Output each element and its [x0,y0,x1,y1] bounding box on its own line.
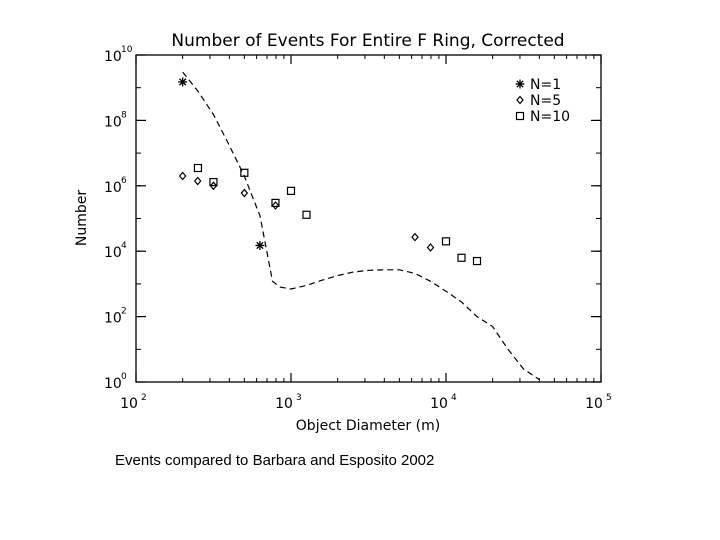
data-point-asterisk [255,240,265,250]
asterisk-stroke [256,241,264,250]
x-tick-labels: 10 2 10 3 10 4 10 5 [120,393,612,412]
legend-marker-asterisk [515,79,525,89]
y-tick-exponent: 2 [121,307,127,317]
x-tick-label: 10 [585,396,603,412]
chart-title: Number of Events For Entire F Ring, Corr… [171,31,564,51]
x-tick-exponent: 5 [606,393,612,403]
y-tick-exponent: 6 [121,176,127,186]
y-tick-label: 10 [104,311,122,327]
data-point-diamond [193,176,202,186]
y-tick-label: 10 [104,180,122,196]
slide-caption: Events compared to Barbara and Esposito … [115,452,435,469]
data-point-asterisk [178,77,188,87]
y-tick-exponent: 0 [121,372,127,382]
y-tick-label: 10 [104,245,122,261]
y-tick-label: 10 [104,376,122,392]
y-tick-exponent: 4 [121,241,127,251]
data-point-diamond [209,181,218,191]
y-tick-exponent: 10 [121,45,133,55]
major-ticks [135,54,602,383]
asterisk-stroke [179,78,187,86]
data-point-diamond [240,188,249,198]
data-point-diamond [411,232,419,242]
legend-label: N=5 [530,93,561,109]
model-curve-dashed-line [182,71,540,380]
legend-marker-square [515,111,525,121]
x-tick-exponent: 4 [451,393,457,403]
data-point-square [240,168,249,177]
data-point-square [193,163,203,173]
x-tick-label: 10 [430,396,448,412]
data-point-diamond [271,201,280,210]
data-markers [178,77,482,266]
data-point-square [441,237,451,246]
legend-label: N=1 [530,77,561,93]
data-point-square [286,186,296,195]
x-tick-label: 10 [120,396,138,412]
data-point-square [271,198,280,207]
data-point-square [302,210,311,219]
data-point-square [457,253,466,262]
data-point-square [472,256,482,266]
legend-marker-diamond [516,95,524,105]
x-tick-exponent: 2 [141,393,147,403]
data-point-square [209,177,218,187]
y-tick-exponent: 8 [121,110,127,120]
x-tick-label: 10 [275,396,293,412]
x-tick-exponent: 3 [296,393,302,403]
y-tick-label: 10 [104,49,122,65]
y-axis-label: Number [74,190,90,246]
legend: N=1N=5N=10 [515,77,570,125]
data-point-diamond [426,243,435,252]
data-point-diamond [178,171,187,181]
x-axis-label: Object Diameter (m) [296,418,440,434]
asterisk-stroke [516,80,524,88]
legend-label: N=10 [530,109,570,125]
y-tick-label: 10 [104,114,122,130]
